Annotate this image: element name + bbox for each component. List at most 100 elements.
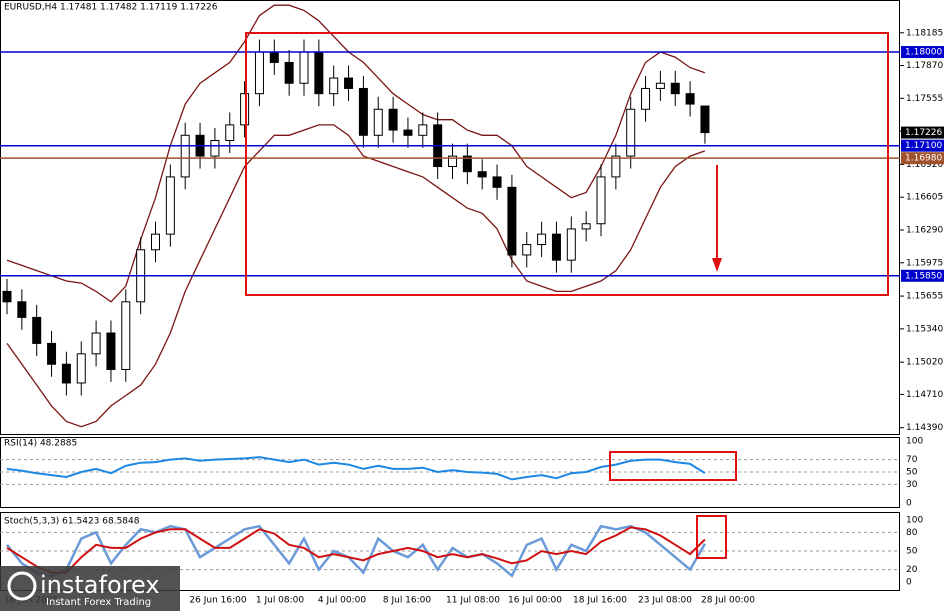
candle-body	[700, 105, 710, 134]
last-price-label: 1.17226	[905, 128, 942, 138]
x-tick-label: 16 Jul 00:00	[508, 596, 562, 606]
y-tick-label: 50	[906, 468, 918, 478]
candle-body	[2, 290, 12, 303]
x-tick-label: 8 Jul 16:00	[383, 596, 432, 606]
candle-body	[507, 186, 517, 256]
candle-body	[388, 108, 398, 131]
stoch-title: Stoch(5,3,3) 61.5423 68.5848	[4, 517, 140, 527]
watermark: instaforex Instant Forex Trading	[0, 566, 180, 611]
candle-body	[61, 363, 71, 384]
candle-body	[566, 228, 576, 261]
candle-body	[641, 87, 651, 110]
y-tick-label: 1.18185	[906, 28, 943, 38]
candle-body	[462, 155, 472, 173]
candle-body	[670, 82, 680, 95]
y-tick-label: 1.16290	[906, 225, 943, 235]
plot-layer: 1.181851.178701.175551.172401.169201.166…	[0, 4, 944, 588]
x-tick-label: 11 Jul 08:00	[446, 596, 500, 606]
candle-body	[210, 139, 220, 157]
rsi-box	[609, 451, 737, 481]
candle-body	[329, 77, 339, 95]
candle-body	[551, 233, 561, 261]
candle-body	[373, 108, 383, 136]
level-tag	[901, 139, 944, 152]
candle-body	[403, 129, 413, 136]
main-panel	[0, 0, 900, 435]
level-tag	[901, 46, 944, 59]
candle-body	[121, 301, 131, 370]
rsi-line	[6, 456, 706, 481]
y-tick-label: 1.15340	[906, 324, 943, 334]
candle-body	[165, 176, 175, 235]
arrow-head	[712, 258, 722, 272]
level-label: 1.17100	[905, 141, 942, 151]
y-tick-label: 1.17870	[906, 61, 943, 71]
y-tick-label: 20	[906, 565, 918, 575]
x-tick-label: 4 Jul 00:00	[318, 596, 367, 606]
candle-body	[581, 223, 591, 230]
candle-body	[655, 82, 665, 89]
candle-body	[284, 61, 294, 84]
candle-body	[358, 87, 368, 136]
candle-body	[240, 93, 250, 126]
candle-body	[151, 233, 160, 251]
candle-body	[225, 124, 235, 141]
y-tick-label: 1.16605	[906, 193, 943, 203]
rsi-title: RSI(14) 48.2885	[4, 439, 77, 449]
y-tick-label: 1.17555	[906, 94, 943, 104]
bollinger-upper	[6, 4, 706, 303]
candle-body	[314, 51, 324, 95]
x-tick-label: 1 Jul 08:00	[256, 596, 305, 606]
y-tick-label: 1.15975	[906, 258, 943, 268]
candle-body	[47, 342, 57, 365]
candle-body	[269, 51, 279, 63]
y-tick-label: 0	[906, 499, 912, 509]
chart-title: EURUSD,H4 1.17481 1.17482 1.17119 1.1722…	[4, 3, 218, 13]
candle-body	[254, 51, 264, 95]
y-tick-label: 1.15655	[906, 292, 943, 302]
y-tick-label: 70	[906, 455, 918, 465]
level-label: 1.18000	[905, 48, 942, 58]
y-tick-label: 1.16920	[906, 160, 943, 170]
candle-body	[537, 233, 547, 246]
stoch-box	[696, 515, 727, 559]
y-tick-label: 100	[906, 437, 923, 447]
watermark-name: instaforex	[40, 571, 160, 599]
candle-body	[477, 171, 487, 178]
candle-body	[448, 155, 457, 168]
y-tick-label: 30	[906, 480, 918, 490]
last-price-tag	[901, 126, 944, 139]
level-tag	[901, 269, 944, 282]
range-box	[245, 32, 889, 296]
x-tick-label: 26 Jun 16:00	[189, 596, 246, 606]
x-tick-label: 18 Jul 16:00	[573, 596, 627, 606]
candle-body	[418, 124, 428, 136]
y-tick-label: 1.15020	[906, 358, 943, 368]
candle-body	[91, 332, 101, 355]
level-label: 1.15850	[905, 271, 942, 281]
stoch-d	[6, 526, 706, 574]
candle-body	[299, 51, 309, 84]
candle-body	[492, 176, 502, 188]
watermark-tagline: Instant Forex Trading	[46, 597, 151, 608]
candle-body	[17, 301, 27, 318]
candle-body	[180, 134, 190, 178]
y-tick-label: 1.14390	[906, 423, 943, 433]
candle-body	[76, 353, 86, 384]
y-tick-label: 100	[906, 516, 923, 526]
x-tick-label: 23 Jul 08:00	[638, 596, 692, 606]
candle-body	[685, 93, 695, 105]
y-tick-label: 1.14710	[906, 390, 943, 400]
y-tick-label: 50	[906, 547, 918, 557]
candle-body	[626, 108, 636, 157]
candle-body	[522, 244, 532, 256]
level-label: 1.16980	[905, 154, 942, 164]
level-tag	[901, 152, 944, 165]
watermark-bg	[0, 566, 180, 611]
y-tick-label: 80	[906, 528, 918, 538]
candle-body	[344, 77, 354, 89]
candle-body	[596, 176, 606, 225]
y-tick-label: 0	[906, 578, 912, 588]
